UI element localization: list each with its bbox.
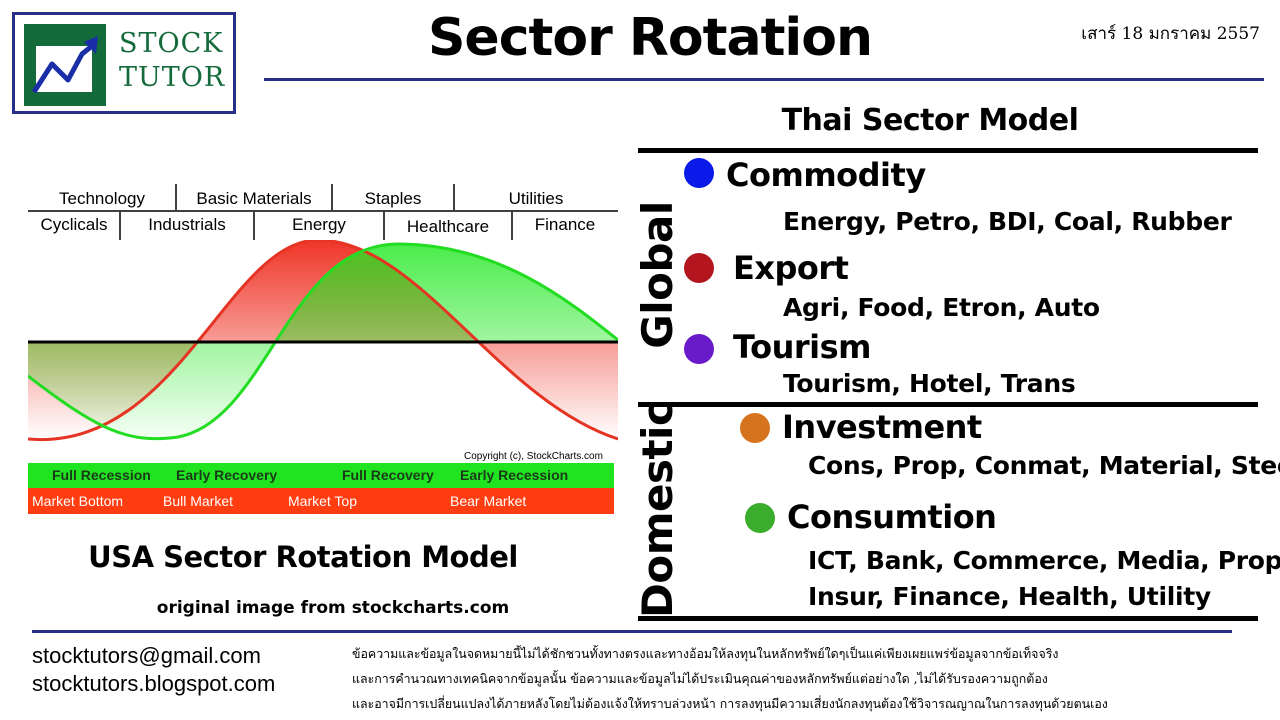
thai-bottom-rule [638, 616, 1258, 621]
sector-basic-materials: Basic Materials [196, 189, 312, 208]
consumtion-dot [745, 503, 775, 533]
group-commodity-items: Energy, Petro, BDI, Coal, Rubber [783, 207, 1232, 236]
rising-chart-arrow-icon [24, 24, 106, 106]
thai-middle-rule [638, 402, 1258, 407]
market-bear: Bear Market [450, 493, 527, 509]
phase-early-recovery: Early Recovery [176, 467, 278, 483]
market-bottom: Market Bottom [32, 493, 124, 509]
logo-wordmark: STOCK TUTOR [119, 27, 225, 95]
group-tourism-items: Tourism, Hotel, Trans [783, 369, 1076, 398]
investment-dot [740, 413, 770, 443]
sector-cyclicals: Cyclicals [40, 215, 108, 234]
sector-healthcare: Healthcare [406, 217, 490, 236]
logo: STOCK TUTOR [12, 12, 236, 114]
phase-full-recovery: Full Recovery [342, 467, 434, 483]
commodity-dot [684, 158, 714, 188]
economic-phase-bar: Full Recession Early Recovery Full Recov… [28, 463, 614, 488]
usa-sector-table: Technology Basic Materials Staples Utili… [28, 184, 618, 240]
tourism-dot [684, 334, 714, 364]
group-export: Export [733, 249, 849, 287]
usa-rotation-curves [28, 240, 618, 441]
disclaimer-line-1: ข้อความและข้อมูลในจดหมายนี้ไม่ได้ชักชวนท… [352, 646, 1059, 661]
chart-copyright: Copyright (c), StockCharts.com [464, 451, 603, 462]
group-investment: Investment [782, 408, 982, 446]
logo-line-2: TUTOR [119, 62, 226, 93]
group-consumtion-items-2: Insur, Finance, Health, Utility [808, 582, 1211, 611]
usa-model-caption: USA Sector Rotation Model [88, 540, 518, 574]
phase-full-recession: Full Recession [52, 467, 151, 483]
date-label: เสาร์ 18 มกราคม 2557 [1081, 24, 1260, 44]
market-top: Market Top [288, 493, 357, 509]
logo-line-1: STOCK [119, 28, 224, 59]
economy-curve [28, 242, 618, 441]
market-bull: Bull Market [163, 493, 234, 509]
group-consumtion: Consumtion [787, 498, 997, 536]
domestic-label: Domestic [633, 401, 682, 618]
page-title: Sector Rotation [427, 8, 873, 68]
disclaimer-line-3: และอาจมีการเปลี่ยนแปลงได้ภายหลังโดยไม่ต้… [352, 696, 1108, 711]
disclaimer-line-2: และการคำนวณทางเทคนิคจากข้อมูลนั้น ข้อควา… [352, 671, 1048, 686]
phase-early-recession: Early Recession [460, 467, 569, 483]
thai-model-title: Thai Sector Model [781, 103, 1079, 138]
header-divider [264, 78, 1264, 81]
sector-finance: Finance [534, 215, 596, 234]
sector-industrials: Industrials [148, 215, 226, 234]
group-investment-items: Cons, Prop, Conmat, Material, Steel [808, 451, 1280, 480]
export-dot [684, 253, 714, 283]
sector-utilities: Utilities [508, 189, 564, 208]
group-consumtion-items-1: ICT, Bank, Commerce, Media, Prop, [808, 546, 1280, 575]
footer-divider [32, 630, 1232, 633]
group-commodity: Commodity [726, 156, 926, 194]
group-export-items: Agri, Food, Etron, Auto [783, 293, 1100, 322]
contact-blog: stocktutors.blogspot.com [32, 671, 276, 696]
group-tourism: Tourism [733, 328, 871, 366]
sector-staples: Staples [364, 189, 422, 208]
contact-email: stocktutors@gmail.com [32, 643, 261, 668]
market-phase-bar: Market Bottom Bull Market Market Top Bea… [28, 488, 614, 514]
global-label: Global [633, 201, 682, 349]
sector-technology: Technology [58, 189, 145, 208]
usa-model-source: original image from stockcharts.com [156, 598, 510, 618]
sector-energy: Energy [292, 215, 346, 234]
thai-top-rule [638, 148, 1258, 153]
market-curve [28, 240, 618, 441]
